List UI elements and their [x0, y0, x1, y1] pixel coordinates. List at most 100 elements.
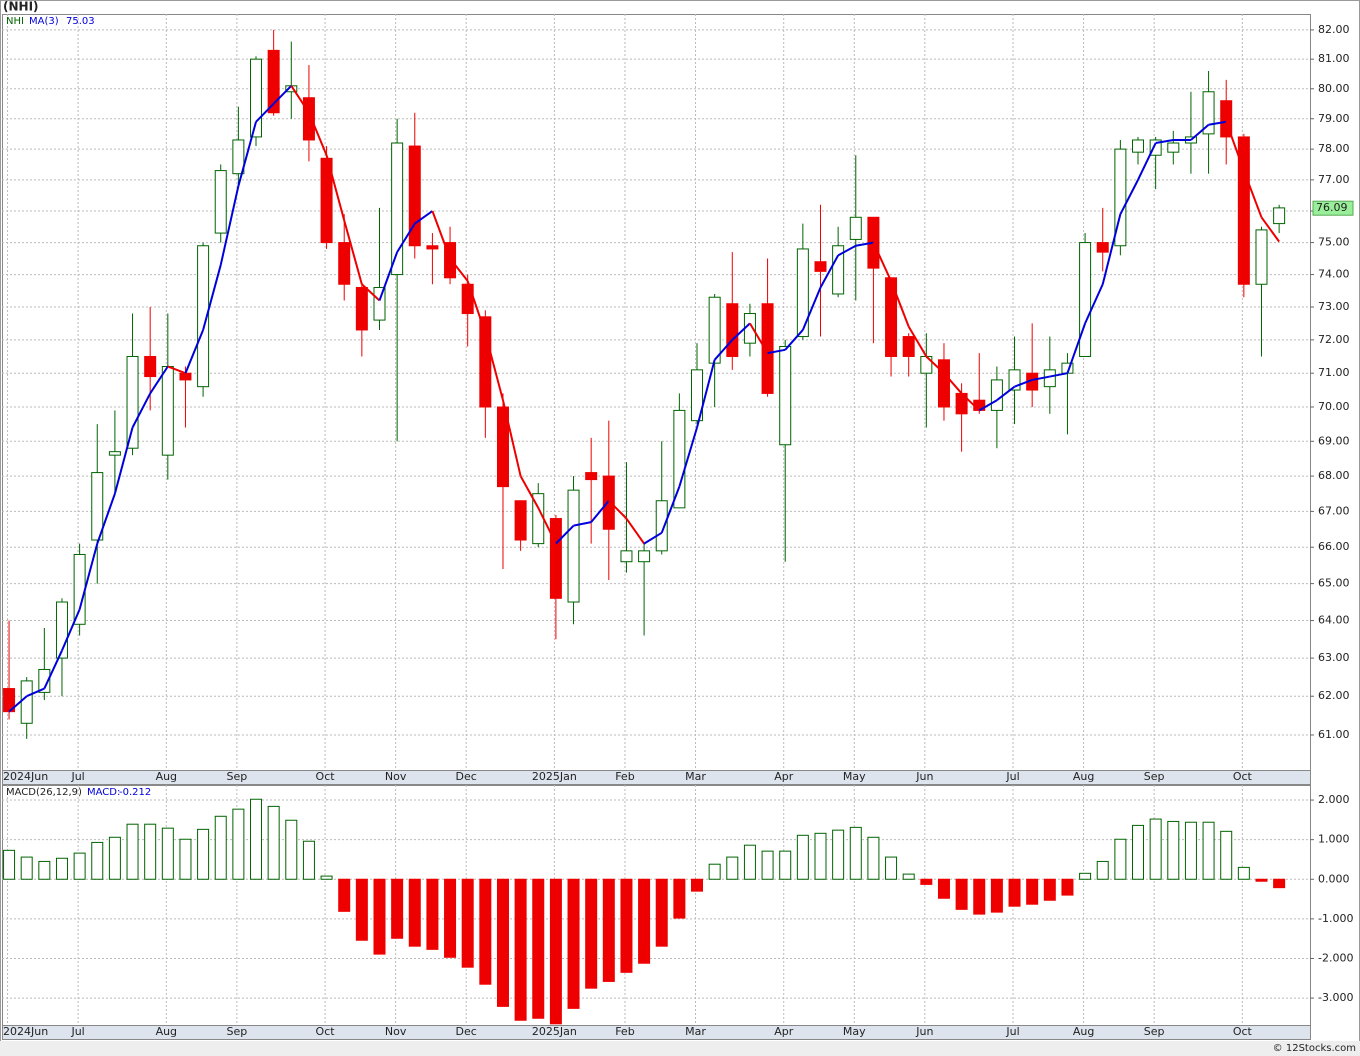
ma-segment — [113, 427, 134, 494]
ma-segment — [1014, 378, 1033, 388]
y-tick-label: 65.00 — [1318, 577, 1350, 590]
candle-body — [250, 58, 263, 138]
ma-segment — [1208, 120, 1227, 126]
x-tick-label: Jul — [1005, 1025, 1019, 1038]
y-tick-label: 81.00 — [1318, 52, 1350, 65]
candle-body — [585, 472, 598, 481]
ma-segment — [537, 507, 557, 545]
x-tick-label: Jul — [1005, 770, 1019, 783]
legend-macd-label: MACD: — [87, 787, 120, 798]
x-tick-label: Jul — [70, 770, 84, 783]
macd-bar — [232, 808, 245, 880]
y-tick-label: 62.00 — [1318, 689, 1350, 702]
candle-body — [990, 379, 1003, 411]
macd-bar — [1220, 830, 1233, 880]
macd-bar — [726, 856, 739, 880]
ma-segment — [1190, 124, 1210, 141]
macd-bar — [355, 878, 368, 941]
macd-bar — [796, 834, 809, 880]
x-tick-label: Mar — [685, 1025, 706, 1038]
macd-bar — [814, 832, 827, 880]
x-tick-label: Aug — [1073, 770, 1094, 783]
x-tick-label: Aug — [156, 1025, 177, 1038]
macd-bar — [250, 798, 263, 880]
candle-body — [937, 359, 950, 408]
x-tick-label: Jun — [915, 770, 933, 783]
ma-segment — [855, 241, 874, 247]
legend-symbol: NHI — [6, 16, 24, 27]
candle-body — [55, 601, 68, 659]
ma-segment — [767, 348, 786, 355]
ma-segment — [837, 244, 857, 257]
macd-bar — [391, 878, 404, 939]
y-tick-label: -2.000 — [1318, 951, 1353, 964]
macd-bar — [161, 827, 174, 880]
ma-segment — [26, 687, 45, 698]
ma-segment — [149, 365, 169, 394]
macd-bar — [38, 860, 51, 880]
candle-body — [391, 142, 404, 276]
macd-bar — [1132, 824, 1145, 880]
candle-body — [726, 303, 739, 357]
ma-segment — [519, 475, 540, 509]
ma-segment — [1155, 138, 1174, 144]
macd-bar — [444, 878, 457, 958]
ma-segment — [396, 223, 416, 253]
macd-bar — [267, 805, 280, 880]
date-band — [2, 770, 1311, 785]
candle-body — [1237, 136, 1250, 285]
candle-body — [302, 97, 315, 141]
macd-bar — [867, 836, 880, 880]
ma-segment — [61, 609, 81, 651]
ma-segment — [573, 521, 592, 527]
ma-segment — [8, 695, 28, 713]
macd-bar — [602, 878, 615, 982]
candle-body — [1149, 139, 1162, 156]
ma-segment — [1066, 323, 1087, 374]
macd-bar — [55, 857, 68, 880]
candle-body — [849, 216, 862, 240]
ma-segment — [731, 322, 751, 341]
candle-body — [673, 409, 686, 509]
ma-segment — [784, 329, 804, 351]
candle-body — [814, 261, 827, 272]
y-tick-label: 70.00 — [1318, 400, 1350, 413]
y-tick-label: 71.00 — [1318, 366, 1350, 379]
ma-segment — [819, 254, 840, 288]
x-tick-label: Dec — [456, 770, 477, 783]
candle-body — [479, 316, 492, 408]
ma-segment — [184, 329, 205, 374]
y-tick-label: 63.00 — [1318, 651, 1350, 664]
ma-segment — [660, 486, 681, 534]
ma-segment — [1119, 179, 1139, 215]
ma-segment — [696, 359, 716, 428]
x-tick-label: Sep — [227, 1025, 248, 1038]
y-tick-label: 0.000 — [1318, 872, 1350, 885]
ma-segment — [449, 257, 469, 282]
x-tick-label: Apr — [774, 770, 794, 783]
y-tick-label: 75.00 — [1318, 236, 1350, 249]
macd-bar — [1061, 878, 1074, 896]
x-tick-label: Nov — [385, 1025, 407, 1038]
candle-body — [38, 668, 51, 693]
macd-bar — [832, 829, 845, 880]
candle-body — [1132, 139, 1145, 153]
macd-bar — [461, 878, 474, 968]
candle-body — [832, 245, 845, 295]
ma-segment — [872, 242, 892, 282]
candle-body — [1096, 242, 1109, 253]
ma-segment — [890, 280, 910, 328]
x-tick-label: Aug — [1073, 1025, 1094, 1038]
candle-body — [20, 680, 33, 724]
ma-segment — [431, 210, 451, 259]
macd-bar — [885, 856, 898, 880]
x-tick-label: Apr — [774, 1025, 794, 1038]
macd-bar — [549, 878, 562, 1025]
legend-ma-value: 75.03 — [66, 16, 95, 27]
candle-body — [1202, 91, 1215, 135]
ma-segment — [237, 121, 257, 187]
ma-segment — [555, 524, 575, 545]
macd-bar — [214, 815, 227, 880]
y-tick-label: 77.00 — [1318, 173, 1350, 186]
